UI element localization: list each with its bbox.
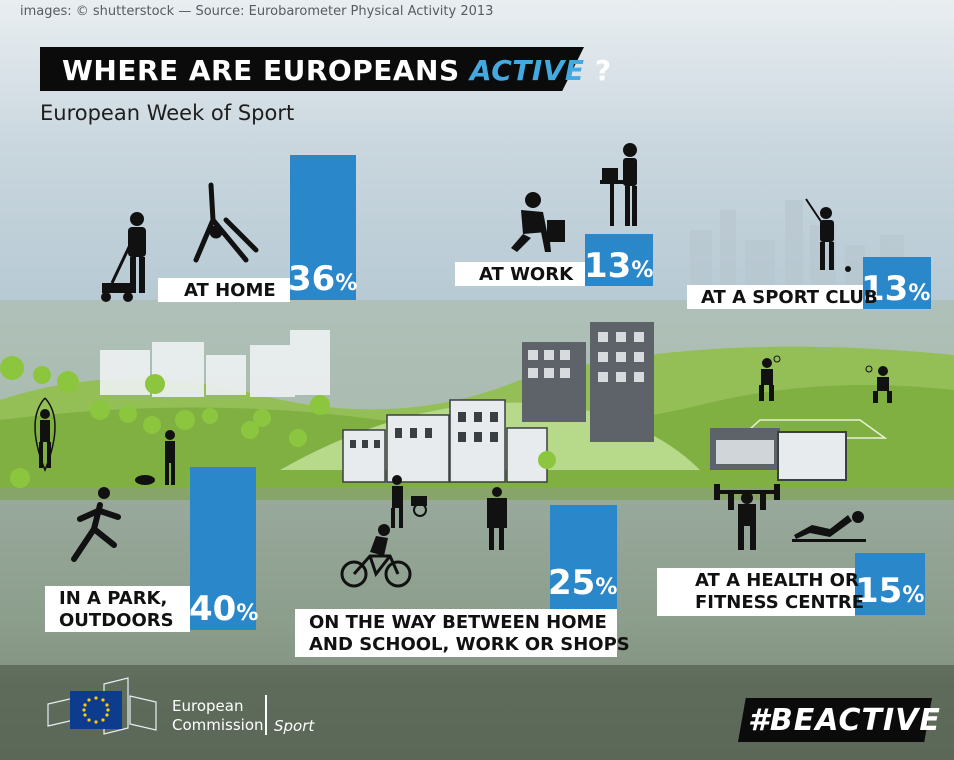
weightlifter-icon [714, 484, 780, 550]
ec-line-2: Commission [172, 716, 264, 734]
stat-bar-park [190, 467, 256, 630]
stat-value-fitness-number: 15 [855, 571, 903, 611]
title-banner [40, 47, 584, 91]
stat-value-home: 36% [288, 259, 358, 299]
stat-label-fitness-line2: FITNESS CENTRE [695, 592, 865, 613]
stat-label-commute: ON THE WAY BETWEEN HOME AND SCHOOL, WORK… [295, 609, 630, 657]
percent-sign: % [236, 601, 259, 626]
percent-sign: % [595, 575, 618, 600]
page-title: WHERE ARE EUROPEANS ACTIVE ? [62, 54, 612, 87]
hashtag-banner [738, 698, 932, 742]
standing-desk-icon [600, 143, 637, 226]
tennis-players-icon [759, 355, 892, 403]
stat-value-park: 40% [189, 589, 259, 629]
pedestrians-icon [391, 475, 507, 550]
percent-sign: % [631, 258, 654, 283]
stat-label-commute-line2: AND SCHOOL, WORK OR SHOPS [309, 634, 630, 655]
percent-sign: % [335, 271, 358, 296]
european-commission-logo [47, 677, 157, 735]
situps-icon [792, 511, 866, 542]
stat-value-work: 13% [584, 246, 654, 286]
hashtag: #BEACTIVE [748, 703, 941, 738]
stretching-person-icon [193, 182, 259, 263]
stat-label-fitness: AT A HEALTH OR FITNESS CENTRE [657, 568, 865, 616]
stat-label-park-line1: IN A PARK, [59, 588, 168, 609]
stat-label-home: AT HOME [158, 278, 290, 302]
gardener-icon [101, 212, 146, 302]
stat-bar-commute [550, 505, 617, 609]
runner-icon [71, 487, 121, 562]
title-main: WHERE ARE EUROPEANS [62, 54, 460, 87]
stat-label-park-line2: OUTDOORS [59, 610, 174, 631]
stat-label-work: AT WORK [455, 262, 585, 286]
sport-label: Sport [274, 717, 315, 735]
stat-bar-work [585, 234, 653, 286]
stat-label-commute-line1: ON THE WAY BETWEEN HOME [309, 612, 607, 633]
stat-value-work-number: 13 [584, 246, 632, 286]
stat-bar-home [290, 155, 356, 300]
percent-sign: % [908, 281, 931, 306]
stat-value-home-number: 36 [288, 259, 336, 299]
park-people-icon [34, 397, 175, 485]
stat-value-club: 13% [861, 269, 931, 309]
stat-label-park: IN A PARK, OUTDOORS [45, 586, 190, 632]
stat-value-fitness: 15% [855, 571, 925, 611]
worker-icon [511, 192, 565, 252]
stat-value-park-number: 40 [189, 589, 237, 629]
title-accent: ACTIVE [469, 54, 585, 87]
ec-line-1: European [172, 697, 244, 715]
stat-bar-fitness [855, 553, 925, 615]
title-question-mark: ? [594, 54, 612, 87]
stat-value-commute: 25% [548, 563, 618, 603]
stat-value-club-number: 13 [861, 269, 909, 309]
golfer-icon [805, 198, 851, 272]
cyclist-icon [340, 524, 412, 588]
subtitle: European Week of Sport [40, 101, 295, 125]
image-credit: images: © shutterstock — Source: Eurobar… [20, 4, 494, 19]
european-commission-name: European Commission [172, 697, 264, 735]
stat-value-commute-number: 25 [548, 563, 596, 603]
stat-label-fitness-line1: AT A HEALTH OR [695, 570, 859, 591]
stat-bar-club [863, 257, 931, 309]
logo-divider [265, 695, 267, 735]
stat-label-club: AT A SPORT CLUB [687, 285, 878, 309]
percent-sign: % [902, 583, 925, 608]
